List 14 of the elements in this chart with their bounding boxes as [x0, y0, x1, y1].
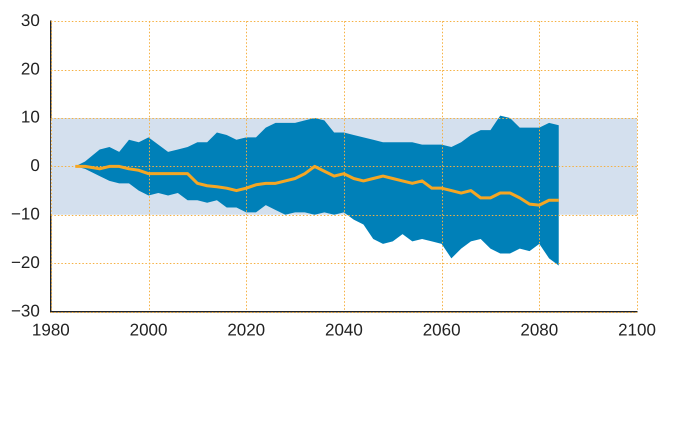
- y-tick-label: −10: [10, 204, 40, 224]
- y-tick-label: −30: [10, 301, 40, 320]
- x-tick-label: 2060: [422, 320, 461, 340]
- x-tick-label: 2080: [520, 320, 558, 340]
- y-tick-label: 20: [20, 59, 40, 78]
- y-tick-label: −20: [10, 252, 40, 272]
- x-tick-label: 2100: [618, 320, 656, 340]
- x-tick-label: 2000: [130, 320, 168, 340]
- x-tick-label: 1980: [32, 320, 70, 340]
- y-tick-label: 30: [20, 10, 40, 30]
- x-tick-label: 2020: [227, 320, 266, 340]
- y-tick-label: 0: [30, 156, 40, 176]
- y-tick-label: 10: [20, 108, 40, 127]
- x-tick-label: 2040: [325, 320, 363, 340]
